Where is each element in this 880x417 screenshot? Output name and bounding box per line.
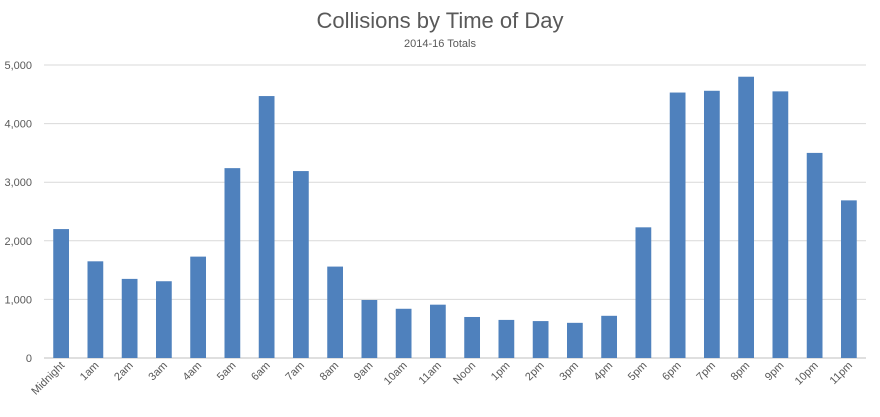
bar bbox=[464, 316, 481, 358]
x-tick-label: 3am bbox=[146, 360, 170, 384]
y-tick-label: 0 bbox=[26, 353, 32, 365]
bar bbox=[635, 227, 652, 358]
x-tick-label: 2am bbox=[112, 360, 136, 384]
bar bbox=[190, 256, 207, 358]
x-tick-label: 9am bbox=[352, 360, 376, 384]
x-tick-label: 8am bbox=[318, 360, 342, 384]
bar bbox=[498, 319, 515, 358]
bar bbox=[87, 261, 104, 358]
x-tick-label: 10pm bbox=[793, 360, 821, 388]
x-tick-label: 8pm bbox=[729, 360, 753, 384]
bar bbox=[738, 76, 755, 358]
y-tick-label: 5,000 bbox=[4, 60, 32, 72]
x-tick-label: Midnight bbox=[29, 360, 67, 398]
x-tick-label: 7pm bbox=[694, 360, 718, 384]
x-tick-label: 10am bbox=[382, 360, 410, 388]
bar bbox=[53, 229, 70, 358]
bar bbox=[772, 91, 789, 359]
chart-subtitle: 2014-16 Totals bbox=[404, 38, 476, 50]
x-tick-label: 7am bbox=[283, 360, 307, 384]
bar bbox=[155, 281, 172, 358]
bar bbox=[429, 304, 446, 358]
x-tick-label: Noon bbox=[451, 360, 478, 387]
x-tick-label: 5pm bbox=[626, 360, 650, 384]
x-tick-label: 9pm bbox=[763, 360, 787, 384]
bar bbox=[292, 171, 309, 358]
bar bbox=[224, 168, 241, 358]
y-tick-label: 4,000 bbox=[4, 119, 32, 131]
x-tick-label: 3pm bbox=[557, 360, 581, 384]
bar bbox=[532, 321, 549, 358]
x-tick-label: 4am bbox=[181, 360, 205, 384]
bar bbox=[395, 308, 412, 358]
x-tick-label: 11pm bbox=[828, 360, 855, 387]
x-tick-label: 2pm bbox=[523, 360, 547, 384]
x-tick-label: 1pm bbox=[489, 360, 513, 384]
bar bbox=[258, 96, 275, 359]
bar bbox=[840, 200, 857, 358]
bar bbox=[121, 278, 138, 358]
bar bbox=[566, 322, 583, 358]
bar bbox=[669, 92, 686, 359]
y-tick-label: 3,000 bbox=[4, 177, 32, 189]
y-tick-label: 2,000 bbox=[4, 236, 32, 248]
bar bbox=[327, 266, 344, 358]
bar bbox=[703, 90, 720, 358]
x-tick-label: 6pm bbox=[660, 360, 684, 384]
x-tick-label: 6am bbox=[249, 360, 273, 384]
x-tick-label: 1am bbox=[78, 360, 102, 384]
bar bbox=[361, 299, 378, 358]
chart-title: Collisions by Time of Day bbox=[316, 8, 564, 33]
bar bbox=[601, 315, 618, 358]
y-tick-label: 1,000 bbox=[4, 294, 32, 306]
x-tick-label: 11am bbox=[417, 360, 444, 387]
bar bbox=[806, 152, 823, 358]
x-tick-label: 4pm bbox=[592, 360, 616, 384]
x-tick-label: 5am bbox=[215, 360, 239, 384]
